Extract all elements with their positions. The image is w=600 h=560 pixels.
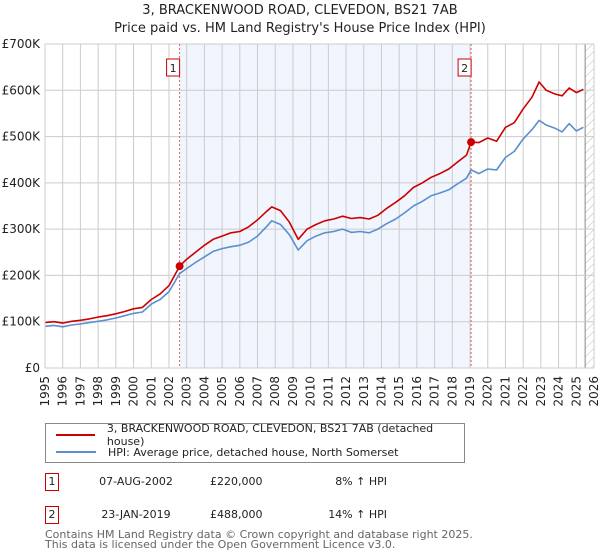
x-tick-label: 2006 [233, 376, 247, 407]
sale-hpi-change: 14% ↑ HPI [328, 508, 387, 521]
x-tick-label: 2011 [321, 376, 335, 407]
footer: Contains HM Land Registry data © Crown c… [45, 528, 473, 551]
sale-row: 1 07-AUG-2002 £220,000 8% ↑ HPI [45, 473, 445, 491]
y-tick-label: £200K [2, 268, 42, 282]
x-tick-label: 2004 [197, 376, 211, 407]
x-tick-label: 2023 [534, 376, 548, 407]
sale-badge: 2 [45, 506, 59, 524]
y-tick-label: £700K [2, 37, 42, 51]
sale-price: £220,000 [210, 475, 263, 488]
sale-badge-label: 2 [461, 62, 468, 75]
x-tick-label: 1998 [91, 376, 105, 407]
x-tick-label: 2019 [463, 376, 477, 407]
footer-licence: This data is licensed under the Open Gov… [45, 538, 396, 551]
y-tick-label: £300K [2, 222, 42, 236]
x-tick-label: 2002 [162, 376, 176, 407]
legend-label-hpi: HPI: Average price, detached house, Nort… [108, 445, 399, 459]
footer-copyright: Contains HM Land Registry data © Crown c… [45, 528, 473, 541]
sale-period-shading [179, 44, 472, 368]
x-tick-label: 2005 [215, 376, 229, 407]
chart-subtitle: Price paid vs. HM Land Registry's House … [114, 21, 486, 36]
y-tick-label: £600K [2, 83, 42, 97]
y-tick-label: £500K [2, 130, 42, 144]
y-tick-label: £400K [2, 176, 42, 190]
x-tick-label: 2016 [410, 376, 424, 407]
sale-marker-badge: 2 [457, 58, 472, 77]
x-tick-label: 2021 [498, 376, 512, 407]
sale-badge-label: 1 [170, 62, 177, 75]
x-tick-label: 2010 [304, 376, 318, 407]
x-tick-label: 2007 [251, 376, 265, 407]
sale-date: 23-JAN-2019 [101, 508, 171, 521]
property-price-line [44, 81, 584, 324]
x-tick-label: 2001 [144, 376, 158, 407]
x-tick-label: 2024 [552, 376, 566, 407]
x-tick-label: 2013 [357, 376, 371, 407]
sale-hpi-change: 8% ↑ HPI [335, 475, 387, 488]
forecast-hatch [585, 44, 594, 368]
hpi-line [44, 119, 584, 328]
x-tick-label: 2026 [587, 376, 600, 407]
x-tick-label: 1999 [109, 376, 123, 407]
x-tick-label: 1996 [56, 376, 70, 407]
sale-row: 2 23-JAN-2019 £488,000 14% ↑ HPI [45, 506, 445, 524]
x-tick-label: 2009 [286, 376, 300, 407]
x-tick-label: 2015 [392, 376, 406, 407]
legend-item-property: 3, BRACKENWOOD ROAD, CLEVEDON, BS21 7AB … [56, 422, 464, 448]
sale-point [175, 262, 184, 271]
x-tick-label: 2018 [445, 376, 459, 407]
x-tick-label: 2022 [516, 376, 530, 407]
x-tick-label: 2020 [481, 376, 495, 407]
x-tick-label: 1995 [38, 376, 52, 407]
x-tick-label: 1997 [73, 376, 87, 407]
sale-badge-box [166, 58, 181, 77]
legend-swatch-hpi [56, 451, 96, 453]
sale-badge: 1 [45, 473, 59, 491]
x-tick-label: 2017 [428, 376, 442, 407]
legend-swatch-property [56, 434, 95, 436]
legend-label-property: 3, BRACKENWOOD ROAD, CLEVEDON, BS21 7AB … [106, 422, 434, 448]
legend: 3, BRACKENWOOD ROAD, CLEVEDON, BS21 7AB … [45, 422, 465, 463]
x-tick-label: 2000 [127, 376, 141, 407]
sale-date: 07-AUG-2002 [99, 475, 173, 488]
y-tick-label: £100K [2, 315, 42, 329]
sale-point [467, 138, 476, 147]
y-tick-label: £0 [25, 361, 40, 375]
x-tick-label: 2003 [180, 376, 194, 407]
x-tick-label: 2014 [374, 376, 388, 407]
x-tick-label: 2008 [268, 376, 282, 407]
x-tick-label: 2012 [339, 376, 353, 407]
sale-marker-badge: 1 [166, 58, 181, 77]
price-chart: 1 2 £0 £100K £200K £300K £400K £500K £600K £700K… [2, 37, 600, 407]
sale-badge-box [457, 58, 472, 77]
sale-price: £488,000 [210, 508, 263, 521]
x-tick-label: 2025 [569, 376, 583, 407]
legend-item-hpi: HPI: Average price, detached house, Nort… [56, 444, 398, 460]
chart-title: 3, BRACKENWOOD ROAD, CLEVEDON, BS21 7AB [142, 3, 458, 18]
